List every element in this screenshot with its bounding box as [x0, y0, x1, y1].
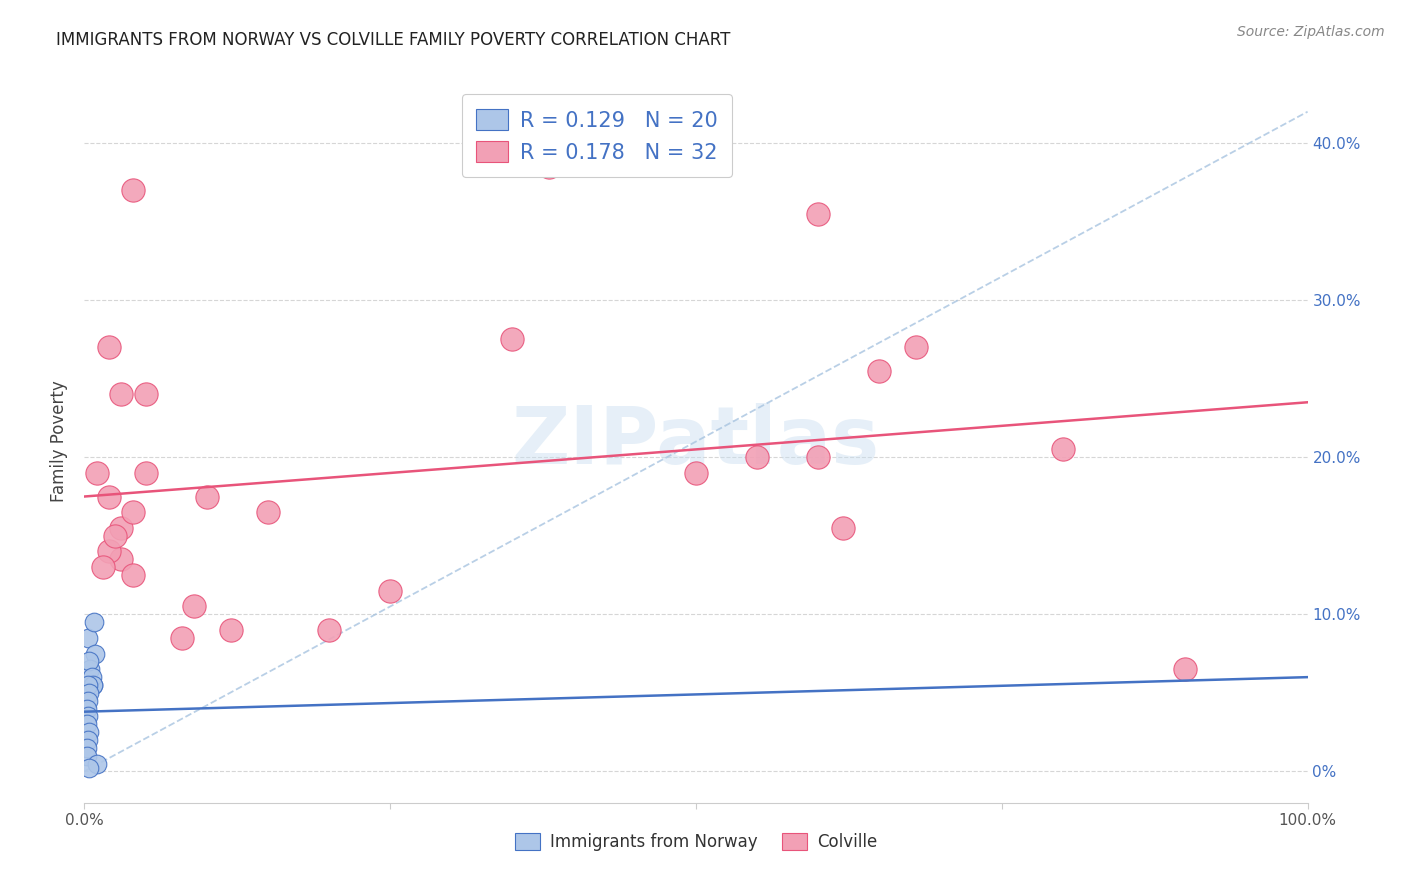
Point — [318, 623, 340, 637]
Point — [77, 725, 100, 739]
Point — [502, 333, 524, 347]
Point — [538, 160, 561, 174]
Point — [83, 615, 105, 630]
Point — [869, 364, 891, 378]
Point — [80, 670, 103, 684]
Point — [84, 647, 107, 661]
Legend: Immigrants from Norway, Colville: Immigrants from Norway, Colville — [506, 825, 886, 860]
Point — [195, 490, 218, 504]
Point — [97, 544, 120, 558]
Point — [76, 701, 98, 715]
Point — [831, 521, 853, 535]
Point — [77, 631, 100, 645]
Point — [77, 761, 100, 775]
Point — [183, 599, 205, 614]
Point — [76, 748, 98, 763]
Point — [110, 521, 132, 535]
Point — [122, 183, 145, 197]
Point — [685, 466, 707, 480]
Point — [135, 387, 157, 401]
Point — [86, 756, 108, 771]
Point — [257, 505, 280, 519]
Point — [97, 490, 120, 504]
Point — [905, 340, 928, 354]
Point — [76, 740, 98, 755]
Point — [135, 466, 157, 480]
Point — [97, 340, 120, 354]
Point — [380, 583, 402, 598]
Point — [77, 733, 100, 747]
Point — [79, 662, 101, 676]
Point — [76, 717, 98, 731]
Point — [77, 686, 100, 700]
Point — [82, 678, 104, 692]
Point — [104, 529, 127, 543]
Text: IMMIGRANTS FROM NORWAY VS COLVILLE FAMILY POVERTY CORRELATION CHART: IMMIGRANTS FROM NORWAY VS COLVILLE FAMIL… — [56, 31, 731, 49]
Point — [77, 694, 100, 708]
Point — [122, 505, 145, 519]
Point — [82, 678, 104, 692]
Point — [1052, 442, 1074, 457]
Point — [77, 709, 100, 723]
Point — [91, 560, 114, 574]
Point — [110, 552, 132, 566]
Point — [807, 207, 830, 221]
Point — [807, 450, 830, 465]
Point — [86, 466, 108, 480]
Point — [110, 387, 132, 401]
Point — [747, 450, 769, 465]
Point — [77, 655, 100, 669]
Point — [172, 631, 194, 645]
Point — [219, 623, 242, 637]
Y-axis label: Family Poverty: Family Poverty — [51, 381, 69, 502]
Text: Source: ZipAtlas.com: Source: ZipAtlas.com — [1237, 25, 1385, 39]
Point — [1174, 662, 1197, 676]
Text: ZIPatlas: ZIPatlas — [512, 402, 880, 481]
Point — [77, 678, 100, 692]
Point — [122, 568, 145, 582]
